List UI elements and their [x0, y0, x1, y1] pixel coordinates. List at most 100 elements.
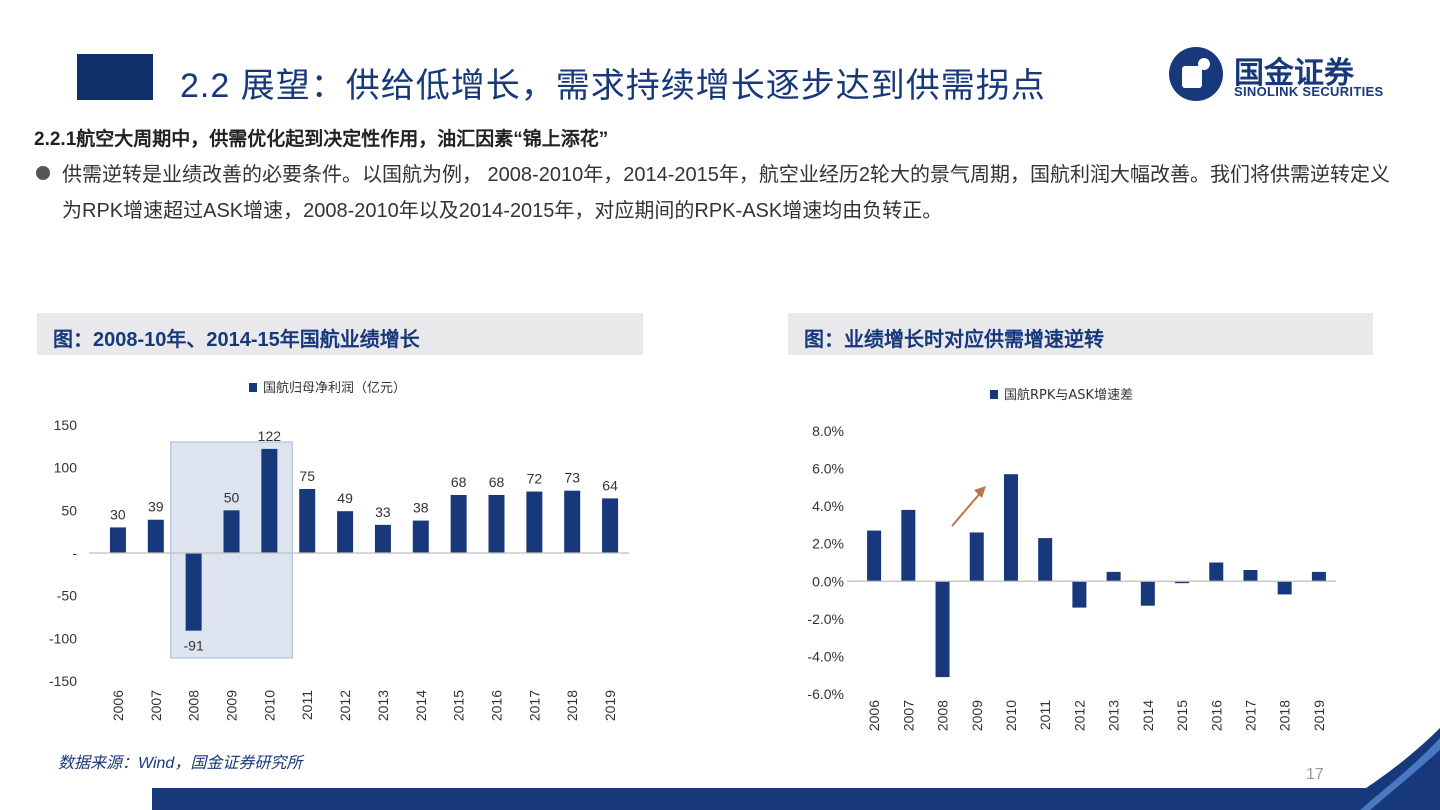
x-tick-label: 2017: [1242, 700, 1258, 731]
y-tick-label: 4.0%: [812, 498, 844, 514]
bar-2013: [1106, 571, 1121, 582]
bar-2011: [299, 489, 316, 553]
y-tick-label: 2.0%: [812, 536, 844, 552]
logo-en-text: SINOLINK SECURITIES: [1234, 84, 1384, 99]
bar-2016: [1209, 562, 1224, 582]
x-tick-label: 2014: [413, 690, 429, 721]
bar-2009: [969, 532, 984, 582]
x-tick-label: 2009: [224, 690, 240, 721]
legend-label: 国航RPK与ASK增速差: [1004, 387, 1133, 403]
bar-2017: [1243, 570, 1258, 582]
x-tick-label: 2007: [900, 700, 916, 731]
data-label-2016: 68: [489, 474, 505, 490]
x-tick-label: 2016: [489, 690, 505, 721]
bar-2011: [1038, 538, 1053, 582]
profit-bar-chart: 国航归母净利润（亿元） 150 100 50 - -50 -100 -150 30 39 -91 50…: [49, 380, 629, 721]
legend-label: 国航归母净利润（亿元）: [263, 380, 406, 396]
bar-2007: [901, 509, 916, 582]
bar-2013: [374, 524, 391, 553]
legend-swatch: [990, 390, 998, 399]
data-label-2013: 33: [375, 504, 391, 520]
bar-2018: [1277, 581, 1292, 595]
x-tick-label: 2015: [1174, 700, 1190, 731]
x-tick-label: 2011: [299, 690, 315, 720]
bar-2009: [223, 510, 240, 553]
company-logo: 国金证券 SINOLINK SECURITIES: [1168, 46, 1418, 102]
bar-2010: [1003, 474, 1018, 582]
bullet-icon: [36, 166, 50, 180]
data-label-2006: 30: [110, 506, 126, 522]
x-tick-label: 2012: [1071, 700, 1087, 731]
y-tick-label: -: [72, 545, 77, 561]
bar-2016: [488, 494, 505, 553]
bar-2006: [109, 527, 126, 553]
data-label-2017: 72: [527, 471, 543, 487]
x-tick-label: 2010: [261, 690, 277, 721]
data-label-2011: 75: [299, 468, 315, 484]
bar-2014: [1140, 581, 1155, 606]
x-tick-label: 2006: [866, 700, 882, 731]
x-tick-label: 2018: [564, 690, 580, 721]
bar-2007: [147, 519, 164, 553]
y-tick-label: -4.0%: [807, 648, 844, 664]
footer-swoosh-decoration: [1330, 728, 1440, 810]
x-tick-label: 2012: [337, 690, 353, 721]
x-tick-label: 2019: [602, 690, 618, 721]
bar-2019: [1311, 571, 1326, 582]
y-tick-label: 50: [61, 502, 77, 518]
x-tick-label: 2016: [1208, 700, 1224, 731]
bar-2012: [337, 511, 354, 553]
y-tick-label: 100: [54, 460, 78, 476]
x-tick-label: 2013: [1106, 700, 1122, 731]
section-subtitle: 2.2.1航空大周期中，供需优化起到决定性作用，油汇因素“锦上添花”: [34, 129, 609, 150]
y-tick-label: -2.0%: [807, 611, 844, 627]
data-label-2018: 73: [564, 470, 580, 486]
y-tick-label: -6.0%: [807, 686, 844, 702]
data-label-2010: 122: [258, 428, 282, 444]
y-tick-label: -100: [49, 630, 77, 646]
data-label-2014: 38: [413, 500, 429, 516]
data-label-2007: 39: [148, 499, 164, 515]
bar-2012: [1072, 581, 1087, 608]
x-tick-label: 2008: [186, 690, 202, 721]
page-title: 2.2 展望：供给低增长，需求持续增长逐步达到供需拐点: [180, 67, 1046, 105]
x-tick-label: 2011: [1037, 700, 1053, 730]
y-tick-label: 150: [54, 417, 78, 433]
data-label-2012: 49: [337, 490, 353, 506]
legend-swatch: [249, 383, 257, 392]
x-tick-label: 2006: [110, 690, 126, 721]
rpk-ask-bar-chart: 国航RPK与ASK增速差 8.0% 6.0% 4.0% 2.0% 0.0% -2.0% -4.…: [807, 387, 1336, 731]
y-tick-label: 0.0%: [812, 573, 844, 589]
bar-2008: [935, 581, 950, 678]
data-label-2019: 64: [602, 477, 618, 493]
data-label-2009: 50: [224, 489, 240, 505]
x-tick-label: 2010: [1003, 700, 1019, 731]
x-tick-label: 2017: [526, 690, 542, 721]
logo-mark-icon: [1169, 47, 1223, 101]
x-tick-label: 2014: [1140, 700, 1156, 731]
x-tick-label: 2013: [375, 690, 391, 721]
y-tick-label: -50: [57, 588, 77, 604]
data-source: 数据来源：Wind，国金证券研究所: [58, 755, 303, 772]
x-tick-label: 2008: [935, 700, 951, 731]
bar-2010: [261, 448, 278, 553]
title-accent-block: [77, 54, 153, 100]
right-chart-header: 图：业绩增长时对应供需增速逆转: [788, 313, 1373, 355]
x-tick-label: 2018: [1277, 700, 1293, 731]
left-chart-header: 图：2008-10年、2014-15年国航业绩增长: [37, 313, 643, 355]
bar-2006: [867, 530, 882, 582]
x-tick-label: 2007: [148, 690, 164, 721]
bullet-paragraph: 供需逆转是业绩改善的必要条件。以国航为例， 2008-2010年，2014-20…: [62, 164, 1390, 222]
footer-bar: [152, 788, 1440, 810]
bar-2017: [526, 491, 543, 553]
data-label-2008: -91: [184, 638, 204, 654]
bar-2014: [412, 520, 429, 553]
y-tick-label: 8.0%: [812, 423, 844, 439]
data-label-2015: 68: [451, 474, 467, 490]
bar-2015: [1175, 581, 1190, 584]
y-tick-label: 6.0%: [812, 461, 844, 477]
bar-2018: [564, 490, 581, 553]
trend-arrow-head-icon: [974, 486, 986, 498]
x-tick-label: 2009: [969, 700, 985, 731]
y-tick-label: -150: [49, 673, 77, 689]
